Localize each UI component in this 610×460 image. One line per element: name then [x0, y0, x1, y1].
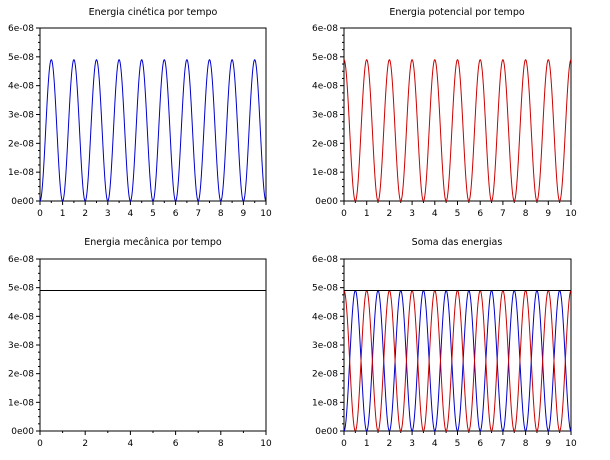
chart-energy-sum: Soma das energias 0 1 2 3 4 5 6 7 8 9 10 0e00 1e-08 2…: [312, 237, 577, 449]
y-tick-label: 1e-08: [8, 168, 34, 178]
x-tick-label: 3: [105, 209, 111, 219]
chart-title: Energia potencial por tempo: [389, 7, 525, 18]
chart-title: Energia cinética por tempo: [89, 7, 218, 18]
x-tick-label: 5: [455, 209, 461, 219]
x-tick-label: 7: [500, 439, 506, 449]
series-line-cos2: [343, 289, 572, 432]
x-tick-label: 6: [173, 439, 179, 449]
x-tick-label: 10: [260, 439, 272, 449]
y-tick-label: 0e00: [11, 197, 34, 207]
x-tick-label: 10: [565, 209, 577, 219]
chart-title: Soma das energias: [412, 237, 503, 248]
x-tick-label: 1: [364, 209, 370, 219]
x-tick-label: 2: [387, 439, 393, 449]
plot-frame: [39, 27, 267, 202]
plot-area: [39, 59, 267, 202]
y-tick-label: 6e-08: [312, 255, 338, 265]
x-tick-label: 8: [218, 439, 224, 449]
x-tick-label: 1: [364, 439, 370, 449]
x-tick-label: 6: [477, 209, 483, 219]
x-tick-label: 4: [432, 209, 438, 219]
y-tick-label: 2e-08: [312, 139, 338, 149]
y-tick-label: 6e-08: [8, 24, 34, 34]
y-tick-label: 4e-08: [312, 82, 338, 92]
axes: 0 2 4 6 8 10 0e00 1e-08 2e-08 3e-08 4e-08 5e-08 6e-0…: [8, 255, 272, 449]
x-tick-label: 7: [195, 209, 201, 219]
plot-frame: [39, 258, 267, 432]
y-tick-label: 0e00: [315, 427, 338, 437]
y-tick-label: 3e-08: [312, 111, 338, 121]
y-tick-label: 6e-08: [8, 255, 34, 265]
x-tick-label: 9: [545, 209, 551, 219]
x-tick-label: 0: [37, 439, 43, 449]
plot-frame: [343, 258, 572, 432]
y-tick-label: 5e-08: [312, 53, 338, 63]
x-tick-label: 2: [82, 209, 88, 219]
chart-potential-energy: Energia potencial por tempo 0 1 2 3 4 5 6 7 8 9 10…: [312, 7, 577, 219]
y-tick-label: 2e-08: [8, 370, 34, 380]
y-tick-label: 4e-08: [8, 82, 34, 92]
series-line-sin2: [39, 59, 267, 202]
x-tick-label: 8: [218, 209, 224, 219]
x-tick-label: 4: [128, 439, 134, 449]
y-tick-label: 3e-08: [312, 341, 338, 351]
x-tick-label: 1: [60, 209, 66, 219]
x-tick-label: 8: [523, 439, 529, 449]
x-tick-label: 0: [341, 439, 347, 449]
y-tick-label: 4e-08: [8, 312, 34, 322]
chart-kinetic-energy: Energia cinética por tempo 0 1 2 3 4 5 6 7 8 9 100…: [8, 7, 272, 219]
plot-area: [343, 59, 572, 202]
plot-frame: [343, 27, 572, 202]
x-tick-label: 5: [150, 209, 156, 219]
x-tick-label: 2: [82, 439, 88, 449]
plot-area: [343, 289, 572, 432]
x-tick-label: 0: [37, 209, 43, 219]
x-tick-label: 9: [241, 209, 247, 219]
y-tick-label: 0e00: [315, 197, 338, 207]
y-tick-label: 1e-08: [8, 398, 34, 408]
x-tick-label: 4: [432, 439, 438, 449]
y-tick-label: 2e-08: [8, 139, 34, 149]
axes: 0 1 2 3 4 5 6 7 8 9 10 0e00 1e-08 2e-08 3e-08 4e-08 5e-0…: [312, 24, 577, 219]
y-tick-label: 4e-08: [312, 312, 338, 322]
x-tick-label: 8: [523, 209, 529, 219]
y-tick-label: 6e-08: [312, 24, 338, 34]
series-line-sin2: [343, 289, 572, 432]
x-tick-label: 10: [565, 439, 577, 449]
chart-title: Energia mecânica por tempo: [84, 237, 222, 248]
y-tick-label: 1e-08: [312, 168, 338, 178]
x-tick-label: 3: [409, 209, 415, 219]
y-tick-label: 5e-08: [8, 53, 34, 63]
y-tick-label: 0e00: [11, 427, 34, 437]
series-line-cos2: [343, 59, 572, 202]
x-tick-label: 3: [409, 439, 415, 449]
axes: 0 1 2 3 4 5 6 7 8 9 10 0e00 1e-08 2e-08 3e-08 4e-08 5e-0…: [8, 24, 272, 219]
y-tick-label: 1e-08: [312, 398, 338, 408]
chart-mechanical-energy: Energia mecânica por tempo 0 2 4 6 8 10 0e00 1e…: [8, 237, 272, 449]
x-tick-label: 7: [500, 209, 506, 219]
y-tick-label: 2e-08: [312, 370, 338, 380]
y-tick-label: 3e-08: [8, 341, 34, 351]
x-tick-label: 6: [477, 439, 483, 449]
x-tick-label: 5: [455, 439, 461, 449]
x-tick-label: 9: [545, 439, 551, 449]
x-tick-label: 10: [260, 209, 272, 219]
x-tick-label: 0: [341, 209, 347, 219]
x-tick-label: 2: [387, 209, 393, 219]
x-tick-label: 4: [128, 209, 134, 219]
x-tick-label: 6: [173, 209, 179, 219]
y-tick-label: 3e-08: [8, 111, 34, 121]
y-tick-label: 5e-08: [8, 284, 34, 294]
y-tick-label: 5e-08: [312, 284, 338, 294]
